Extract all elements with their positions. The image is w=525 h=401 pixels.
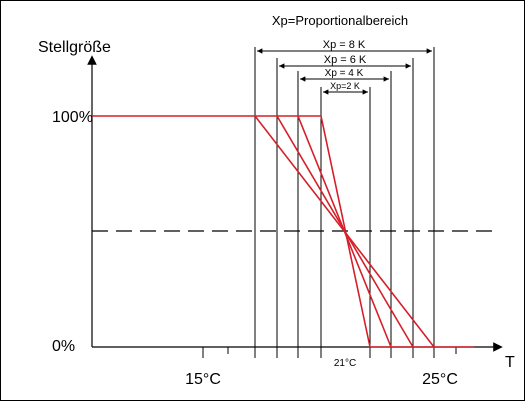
x-tick-25: 25°C bbox=[422, 371, 458, 388]
x-axis-label: T bbox=[505, 354, 515, 371]
x-tick-15: 15°C bbox=[185, 371, 221, 388]
x-tick-21: 21°C bbox=[334, 358, 356, 369]
band-label-2k: Xp=2 K bbox=[330, 81, 360, 91]
y-tick-100: 100% bbox=[52, 109, 93, 126]
band-boundaries bbox=[202, 47, 457, 358]
band-dimension-arrows bbox=[257, 48, 432, 95]
diagram-title: Xp=Proportionalbereich bbox=[272, 13, 408, 28]
y-tick-0: 0% bbox=[52, 338, 75, 355]
characteristic-curves bbox=[92, 115, 474, 348]
band-label-6k: Xp = 6 K bbox=[324, 54, 367, 66]
y-axis-label: Stellgröße bbox=[38, 39, 111, 56]
band-label-4k: Xp = 4 K bbox=[325, 68, 364, 79]
curve-4k bbox=[297, 115, 392, 348]
band-label-8k: Xp = 8 K bbox=[323, 39, 366, 51]
